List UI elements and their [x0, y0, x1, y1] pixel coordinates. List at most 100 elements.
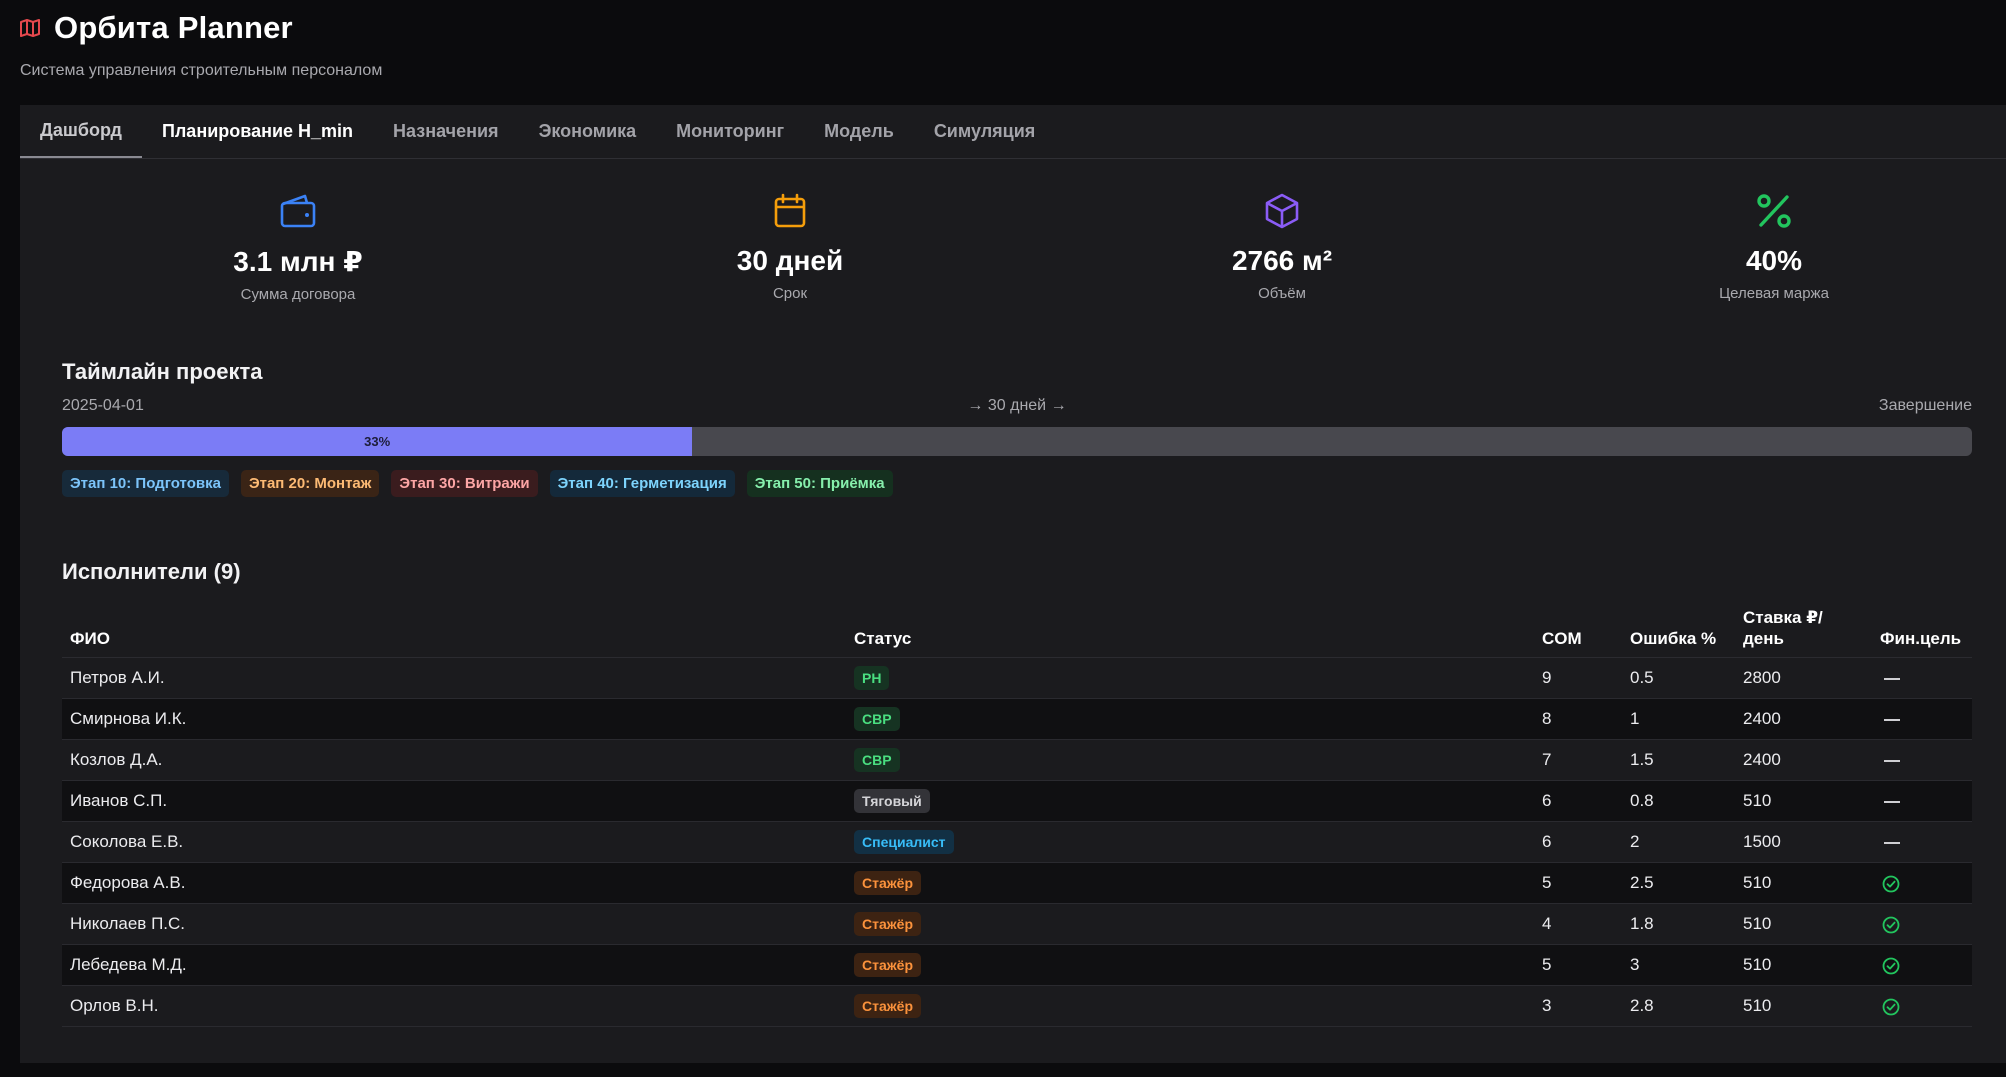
dash-icon: [1884, 841, 1900, 844]
status-badge: РН: [854, 666, 890, 690]
performers-table: ФИО Статус COM Ошибка % Ставка ₽/ день Ф…: [62, 607, 1972, 1027]
app-title-row: Орбита Planner: [20, 10, 382, 46]
status-badge: Стажёр: [854, 912, 922, 936]
column-header-status[interactable]: Статус: [846, 607, 1534, 658]
cell-status: РН: [846, 657, 1534, 699]
cell-fin-goal: [1872, 985, 1972, 1027]
cell-fin-goal: [1872, 780, 1972, 822]
wallet-icon: [148, 189, 448, 233]
kpi-label: Сумма договора: [240, 286, 356, 303]
status-badge: Стажёр: [854, 994, 922, 1018]
cell-fin-goal: [1872, 698, 1972, 740]
tab-dashboard[interactable]: Дашборд: [20, 105, 142, 158]
tab-monitoring[interactable]: Мониторинг: [676, 121, 785, 141]
table-row[interactable]: Смирнова И.К. СВР 8 1 2400: [62, 698, 1972, 740]
main-panel: 3.1 млн ₽ Сумма договора 30 дней Срок: [20, 159, 2006, 1063]
cell-error: 2.8: [1622, 985, 1735, 1027]
cell-status: СВР: [846, 698, 1534, 740]
timeline-duration: → 30 дней →: [967, 397, 1067, 414]
cell-error: 1.5: [1622, 739, 1735, 781]
kpi-target-margin: 40% Целевая маржа: [1624, 189, 1924, 302]
app-subtitle: Система управления строительным персонал…: [20, 62, 383, 79]
status-badge: СВР: [854, 748, 900, 772]
cell-name: Федорова А.В.: [62, 862, 846, 904]
table-row[interactable]: Иванов С.П. Тяговый 6 0.8 510: [62, 780, 1972, 822]
cell-rate: 510: [1735, 780, 1872, 822]
cell-status: СВР: [846, 739, 1534, 781]
cell-name: Николаев П.С.: [62, 903, 846, 945]
kpi-label: Целевая маржа: [1719, 285, 1829, 302]
cell-com: 9: [1534, 657, 1622, 699]
cell-fin-goal: [1872, 903, 1972, 945]
performers-section: Исполнители (9) ФИО Статус COM Ошибка % …: [62, 559, 1972, 1027]
cell-status: Стажёр: [846, 985, 1534, 1027]
tab-simulation[interactable]: Симуляция: [933, 121, 1036, 141]
cell-fin-goal: [1872, 944, 1972, 986]
cell-error: 2: [1622, 821, 1735, 863]
status-badge: Стажёр: [854, 871, 922, 895]
status-badge: Стажёр: [854, 953, 922, 977]
cell-name: Козлов Д.А.: [62, 739, 846, 781]
timeline-title: Таймлайн проекта: [62, 359, 263, 384]
column-header-com[interactable]: COM: [1534, 607, 1622, 658]
table-row[interactable]: Петров А.И. РН 9 0.5 2800: [62, 657, 1972, 699]
cell-rate: 510: [1735, 903, 1872, 945]
kpi-value: 2766 м²: [1231, 245, 1333, 276]
table-row[interactable]: Лебедева М.Д. Стажёр 5 3 510: [62, 944, 1972, 986]
stage-badge: Этап 30: Витражи: [391, 470, 538, 497]
table-row[interactable]: Орлов В.Н. Стажёр 3 2.8 510: [62, 985, 1972, 1027]
table-row[interactable]: Соколова Е.В. Специалист 6 2 1500: [62, 821, 1972, 863]
column-header-rate[interactable]: Ставка ₽/ день: [1735, 607, 1872, 658]
kpi-row: 3.1 млн ₽ Сумма договора 30 дней Срок: [20, 189, 1990, 329]
cell-error: 3: [1622, 944, 1735, 986]
project-timeline: Таймлайн проекта 2025-04-01 → 30 дней → …: [62, 359, 1972, 497]
kpi-duration: 30 дней Срок: [640, 189, 940, 302]
table-row[interactable]: Николаев П.С. Стажёр 4 1.8 510: [62, 903, 1972, 945]
table-header-row: ФИО Статус COM Ошибка % Ставка ₽/ день Ф…: [62, 607, 1972, 658]
column-header-name[interactable]: ФИО: [62, 607, 846, 658]
cell-name: Соколова Е.В.: [62, 821, 846, 863]
stage-badge: Этап 50: Приёмка: [746, 470, 893, 497]
cell-rate: 2400: [1735, 739, 1872, 781]
table-row[interactable]: Козлов Д.А. СВР 7 1.5 2400: [62, 739, 1972, 781]
cube-icon: [1132, 189, 1432, 233]
cell-error: 0.8: [1622, 780, 1735, 822]
tab-economics[interactable]: Экономика: [538, 121, 637, 141]
table-row[interactable]: Федорова А.В. Стажёр 5 2.5 510: [62, 862, 1972, 904]
kpi-label: Срок: [772, 285, 808, 302]
timeline-end-label: Завершение: [1878, 397, 1972, 414]
tab-model[interactable]: Модель: [824, 121, 894, 141]
stage-list: Этап 10: Подготовка Этап 20: Монтаж Этап…: [62, 470, 1972, 497]
tab-assignments[interactable]: Назначения: [393, 121, 499, 141]
cell-rate: 510: [1735, 944, 1872, 986]
cell-name: Смирнова И.К.: [62, 698, 846, 740]
cell-fin-goal: [1872, 739, 1972, 781]
check-circle-icon: [1882, 957, 1900, 975]
cell-com: 3: [1534, 985, 1622, 1027]
column-header-error[interactable]: Ошибка %: [1622, 607, 1735, 658]
kpi-volume: 2766 м² Объём: [1132, 189, 1432, 302]
app-header: Орбита Planner Система управления строит…: [20, 10, 382, 80]
cell-status: Стажёр: [846, 903, 1534, 945]
cell-status: Стажёр: [846, 862, 1534, 904]
status-badge: СВР: [854, 707, 900, 731]
cell-rate: 510: [1735, 985, 1872, 1027]
tab-planning-hmin[interactable]: Планирование H_min: [161, 121, 354, 141]
column-header-fin-goal[interactable]: Фин.цель: [1872, 607, 1972, 658]
timeline-start-date: 2025-04-01: [62, 397, 144, 414]
timeline-progress-bar: 33%: [62, 427, 1972, 456]
cell-fin-goal: [1872, 657, 1972, 699]
cell-com: 8: [1534, 698, 1622, 740]
cell-status: Специалист: [846, 821, 1534, 863]
map-icon: [20, 17, 42, 39]
timeline-labels: 2025-04-01 → 30 дней → Завершение: [62, 397, 1972, 417]
cell-com: 7: [1534, 739, 1622, 781]
main-tabs: Дашборд Планирование H_min Назначения Эк…: [20, 105, 2006, 159]
cell-com: 5: [1534, 862, 1622, 904]
cell-rate: 1500: [1735, 821, 1872, 863]
dash-icon: [1884, 800, 1900, 803]
cell-error: 0.5: [1622, 657, 1735, 699]
cell-rate: 2800: [1735, 657, 1872, 699]
kpi-value: 40%: [1745, 245, 1803, 276]
status-badge: Тяговый: [854, 789, 930, 813]
